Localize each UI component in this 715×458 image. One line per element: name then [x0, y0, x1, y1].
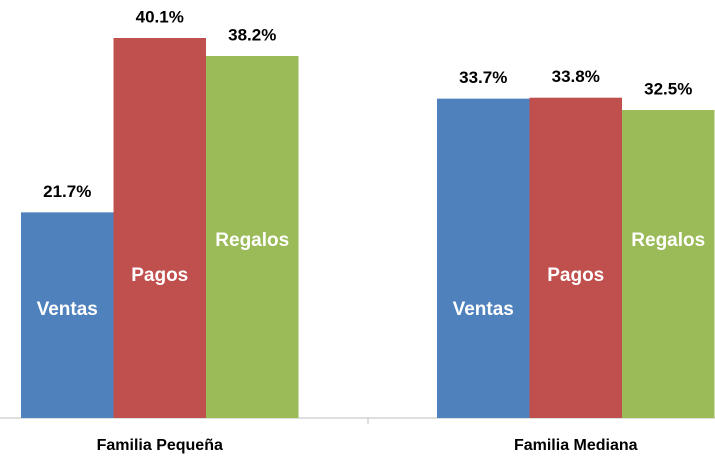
- series-label: Regalos: [215, 230, 289, 251]
- bar: [437, 98, 530, 418]
- bar: [529, 97, 622, 418]
- series-label: Ventas: [453, 299, 514, 320]
- bar: [206, 56, 299, 419]
- x-tick-label: Familia Pequeña: [97, 437, 223, 454]
- series-label: Ventas: [37, 299, 98, 320]
- data-label: 38.2%: [228, 25, 276, 44]
- data-label: 33.7%: [459, 68, 507, 87]
- data-label: 32.5%: [644, 80, 692, 99]
- bar: [113, 38, 206, 418]
- series-label: Pagos: [131, 265, 188, 286]
- bar: [21, 212, 114, 418]
- data-label: 21.7%: [43, 182, 91, 201]
- data-label: 40.1%: [136, 7, 184, 26]
- series-label: Regalos: [631, 230, 705, 251]
- series-label: Pagos: [547, 265, 604, 286]
- data-label: 33.8%: [552, 67, 600, 86]
- x-tick-label: Familia Mediana: [514, 437, 638, 454]
- bar: [622, 110, 715, 418]
